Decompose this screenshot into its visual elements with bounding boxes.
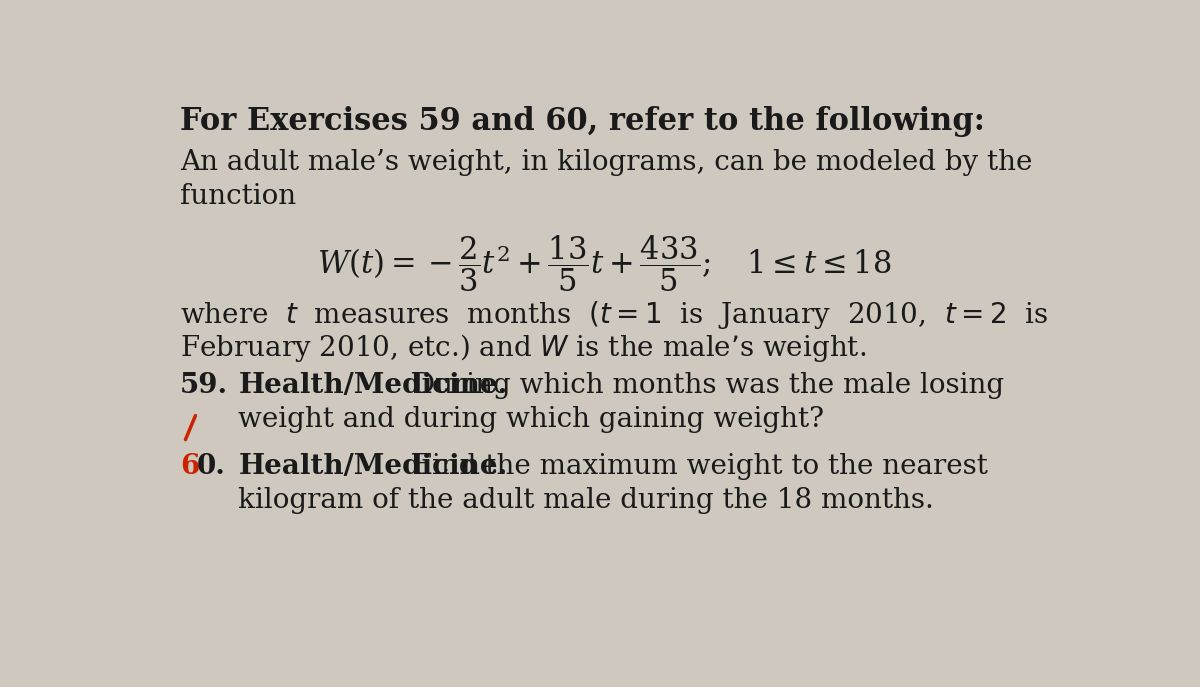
- Text: Health/Medicine.: Health/Medicine.: [239, 453, 508, 480]
- Text: Health/Medicine.: Health/Medicine.: [239, 372, 508, 398]
- Text: function: function: [180, 183, 296, 210]
- Text: Find the maximum weight to the nearest: Find the maximum weight to the nearest: [404, 453, 988, 480]
- Text: February 2010, etc.) and $W$ is the male’s weight.: February 2010, etc.) and $W$ is the male…: [180, 332, 866, 364]
- Text: kilogram of the adult male during the 18 months.: kilogram of the adult male during the 18…: [239, 487, 935, 514]
- Text: 59.: 59.: [180, 372, 228, 398]
- Text: 6: 6: [180, 453, 199, 480]
- Text: $W(t) = -\dfrac{2}{3}t^2 + \dfrac{13}{5}t + \dfrac{433}{5}; \quad 1 \leq t \leq : $W(t) = -\dfrac{2}{3}t^2 + \dfrac{13}{5}…: [317, 233, 892, 294]
- Text: An adult male’s weight, in kilograms, can be modeled by the: An adult male’s weight, in kilograms, ca…: [180, 148, 1032, 176]
- Text: weight and during which gaining weight?: weight and during which gaining weight?: [239, 406, 824, 433]
- Text: For Exercises 59 and 60, refer to the following:: For Exercises 59 and 60, refer to the fo…: [180, 106, 985, 137]
- Text: where  $t$  measures  months  $(t = 1$  is  January  2010,  $t = 2$  is: where $t$ measures months $(t = 1$ is Ja…: [180, 300, 1048, 331]
- Text: During which months was the male losing: During which months was the male losing: [404, 372, 1004, 398]
- Text: 0.: 0.: [197, 453, 226, 480]
